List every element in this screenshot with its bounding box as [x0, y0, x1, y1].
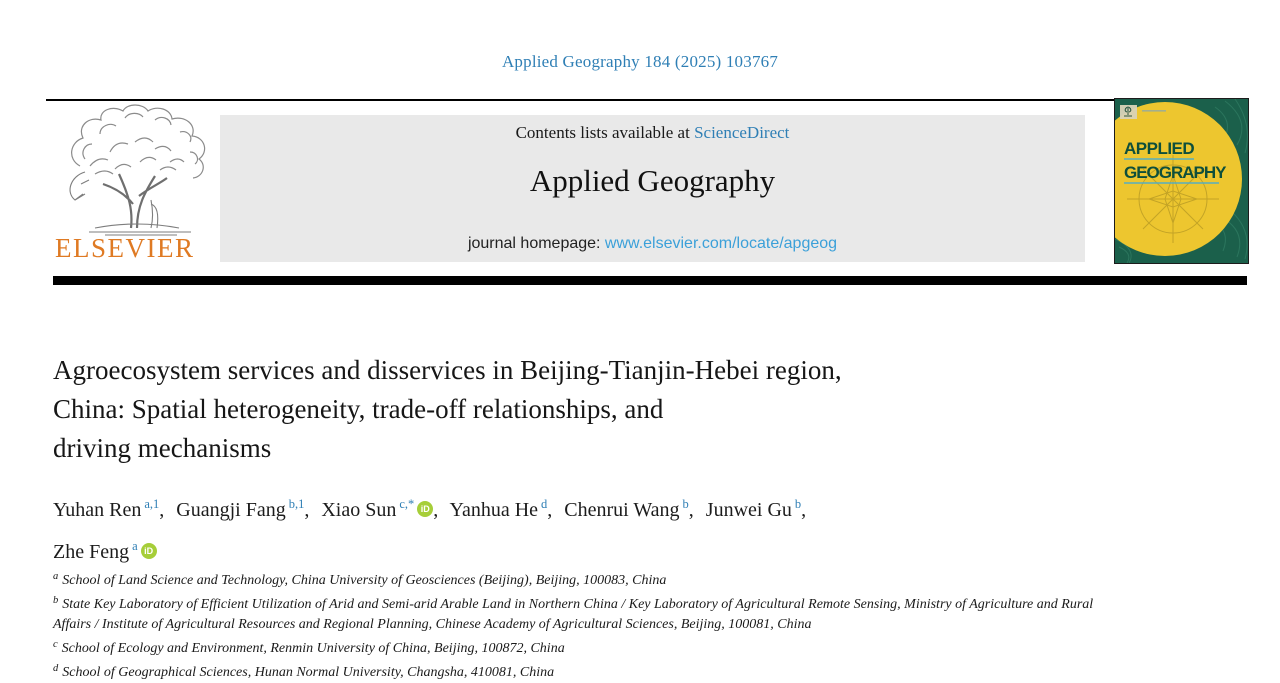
author-name: Yuhan Ren: [53, 499, 142, 521]
article-title-line-3: driving mechanisms: [53, 433, 272, 463]
author-name: Junwei Gu: [705, 499, 792, 521]
author-list-line-1: Yuhan Ren a,1, Guangji Fang b,1, Xiao Sun c…: [53, 486, 1203, 528]
author-name: Xiao Sun: [321, 499, 397, 521]
author-separator: ,: [433, 499, 439, 521]
header-bottom-rule: [53, 276, 1247, 285]
affiliation-label: d: [53, 663, 59, 674]
author-chenrui-wang: Chenrui Wang b,: [564, 497, 694, 521]
author-affil-sup: c,*: [399, 497, 415, 511]
author-list: Yuhan Ren a,1, Guangji Fang b,1, Xiao Sun c…: [53, 486, 1203, 570]
affiliation-text: School of Geographical Sciences, Hunan N…: [62, 665, 555, 680]
affiliation-text: School of Ecology and Environment, Renmi…: [61, 641, 565, 656]
author-yuhan-ren: Yuhan Ren a,1,: [53, 497, 165, 521]
elsevier-wordmark: ELSEVIER: [55, 233, 195, 263]
author-separator: ,: [801, 499, 807, 521]
homepage-line: journal homepage: www.elsevier.com/locat…: [220, 235, 1085, 253]
author-name: Zhe Feng: [53, 541, 130, 563]
author-junwei-gu: Junwei Gu b,: [705, 497, 807, 521]
affiliation-list: a School of Land Science and Technology, …: [53, 567, 1098, 683]
affiliation-label: c: [53, 639, 58, 650]
elsevier-logo: ELSEVIER: [55, 104, 218, 264]
author-affil-sup: b: [794, 497, 802, 511]
affiliation-label: b: [53, 595, 59, 606]
affiliation-text: School of Land Science and Technology, C…: [62, 573, 667, 588]
affiliation-text: State Key Laboratory of Efficient Utiliz…: [53, 597, 1094, 632]
author-name: Yanhua He: [449, 499, 539, 521]
affiliation-a: a School of Land Science and Technology, …: [53, 567, 1098, 591]
author-xiao-sun: Xiao Sun c,* iD,: [321, 497, 439, 521]
contents-line: Contents lists available at ScienceDirec…: [220, 123, 1085, 143]
cover-title-line2: GEOGRAPHY: [1124, 163, 1227, 182]
author-separator: ,: [159, 499, 165, 521]
cover-yellow-circle: [1115, 102, 1242, 256]
article-title-line-2: China: Spatial heterogeneity, trade-off …: [53, 394, 664, 424]
journal-homepage-link[interactable]: www.elsevier.com/locate/apgeog: [604, 235, 838, 252]
cover-publisher-mini-logo: [1120, 105, 1166, 119]
author-separator: ,: [304, 499, 310, 521]
affiliation-b: b State Key Laboratory of Efficient Utili…: [53, 591, 1098, 635]
author-affil-sup: b: [682, 497, 689, 511]
author-affil-sup: d: [541, 497, 548, 511]
journal-title: Applied Geography: [529, 163, 776, 198]
journal-cover-thumbnail[interactable]: APPLIED GEOGRAPHY: [1114, 98, 1249, 264]
article-title-line-1: Agroecosystem services and disservices i…: [53, 355, 842, 385]
author-name: Guangji Fang: [176, 499, 286, 521]
affiliation-label: a: [53, 571, 59, 582]
affiliation-c: c School of Ecology and Environment, Renm…: [53, 635, 1098, 659]
author-name: Chenrui Wang: [564, 499, 680, 521]
affiliation-d: d School of Geographical Sciences, Hunan …: [53, 659, 1098, 683]
journal-citation: Applied Geography 184 (2025) 103767: [501, 52, 779, 71]
homepage-prefix: journal homepage:: [467, 235, 605, 252]
contents-prefix: Contents lists available at: [515, 123, 695, 142]
author-zhe-feng: Zhe Feng a iD: [53, 539, 157, 563]
orcid-icon[interactable]: iD: [140, 543, 157, 559]
compass-rose-icon: [1127, 155, 1219, 243]
header-top-rule: [46, 99, 1248, 101]
author-affil-sup: a,1: [144, 497, 160, 511]
author-separator: ,: [688, 499, 694, 521]
elsevier-tree-icon: [69, 104, 206, 236]
orcid-icon[interactable]: iD: [417, 501, 434, 517]
article-title: Agroecosystem services and disservices i…: [53, 351, 1173, 468]
author-list-line-2: Zhe Feng a iD: [53, 528, 1203, 570]
author-guangji-fang: Guangji Fang b,1,: [176, 497, 310, 521]
author-affil-sup: a: [132, 539, 138, 553]
journal-banner: Contents lists available at ScienceDirec…: [220, 115, 1085, 262]
author-affil-sup: b,1: [288, 497, 305, 511]
author-yanhua-he: Yanhua He d,: [449, 497, 553, 521]
sciencedirect-link[interactable]: ScienceDirect: [694, 123, 790, 142]
cover-title-line1: APPLIED: [1124, 139, 1194, 158]
author-separator: ,: [547, 499, 553, 521]
